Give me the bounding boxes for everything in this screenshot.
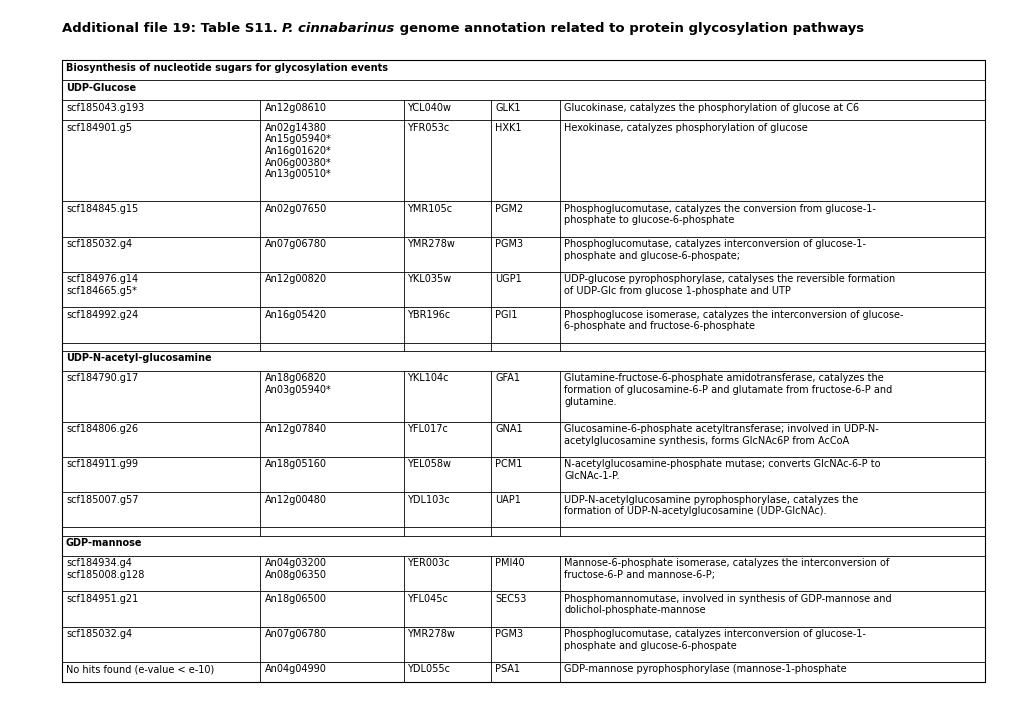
Text: P. cinnabarinus: P. cinnabarinus [282,22,394,35]
Text: scf184951.g21: scf184951.g21 [66,594,139,604]
Text: scf185043.g193: scf185043.g193 [66,103,144,113]
Text: YCL040w: YCL040w [408,103,451,113]
Text: YEL058w: YEL058w [408,459,451,469]
Text: UDP-glucose pyrophosphorylase, catalyses the reversible formation
of UDP-Glc fro: UDP-glucose pyrophosphorylase, catalyses… [564,274,895,296]
Text: UGP1: UGP1 [494,274,522,284]
Text: genome annotation related to protein glycosylation pathways: genome annotation related to protein gly… [394,22,863,35]
Text: scf184806.g26: scf184806.g26 [66,424,138,434]
Text: YKL104c: YKL104c [408,374,448,384]
Text: SEC53: SEC53 [494,594,526,604]
Text: GLK1: GLK1 [494,103,520,113]
Text: scf184901.g5: scf184901.g5 [66,123,131,132]
Text: An18g06500: An18g06500 [264,594,326,604]
Text: GNA1: GNA1 [494,424,523,434]
Text: scf184911.g99: scf184911.g99 [66,459,138,469]
Text: Additional file 19: Table S11.: Additional file 19: Table S11. [62,22,282,35]
Text: YDL055c: YDL055c [408,665,450,675]
Text: Phosphoglucomutase, catalyzes interconversion of glucose-1-
phosphate and glucos: Phosphoglucomutase, catalyzes interconve… [564,629,865,651]
Text: PGM3: PGM3 [494,239,523,249]
Text: PGM3: PGM3 [494,629,523,639]
Text: An18g05160: An18g05160 [264,459,326,469]
Text: PGM2: PGM2 [494,204,523,214]
Text: An12g00820: An12g00820 [264,274,326,284]
Text: UDP-N-acetyl-glucosamine: UDP-N-acetyl-glucosamine [66,354,211,364]
Text: YBR196c: YBR196c [408,310,450,320]
Text: YMR278w: YMR278w [408,239,454,249]
Text: GDP-mannose: GDP-mannose [66,539,143,549]
Text: Glucosamine-6-phosphate acetyltransferase; involved in UDP-N-
acetylglucosamine : Glucosamine-6-phosphate acetyltransferas… [564,424,878,446]
Text: scf185032.g4: scf185032.g4 [66,239,132,249]
Text: An02g14380
An15g05940*
An16g01620*
An06g00380*
An13g00510*: An02g14380 An15g05940* An16g01620* An06g… [264,123,331,179]
Text: PGI1: PGI1 [494,310,518,320]
Text: PCM1: PCM1 [494,459,522,469]
Text: YMR278w: YMR278w [408,629,454,639]
Text: No hits found (e-value < e-10): No hits found (e-value < e-10) [66,665,214,675]
Text: An12g00480: An12g00480 [264,495,326,505]
Text: UDP-N-acetylglucosamine pyrophosphorylase, catalyzes the
formation of UDP-N-acet: UDP-N-acetylglucosamine pyrophosphorylas… [564,495,858,516]
Text: YMR105c: YMR105c [408,204,452,214]
Text: An07g06780: An07g06780 [264,239,326,249]
Text: scf184934.g4
scf185008.g128: scf184934.g4 scf185008.g128 [66,559,145,580]
Text: Phosphoglucose isomerase, catalyzes the interconversion of glucose-
6-phosphate : Phosphoglucose isomerase, catalyzes the … [564,310,903,331]
Text: scf185032.g4: scf185032.g4 [66,629,132,639]
Text: An02g07650: An02g07650 [264,204,326,214]
Text: An04g04990: An04g04990 [264,665,326,675]
Text: YFL017c: YFL017c [408,424,448,434]
Text: Phosphoglucomutase, catalyzes the conversion from glucose-1-
phosphate to glucos: Phosphoglucomutase, catalyzes the conver… [564,204,875,225]
Text: Biosynthesis of nucleotide sugars for glycosylation events: Biosynthesis of nucleotide sugars for gl… [66,63,387,73]
Text: An07g06780: An07g06780 [264,629,326,639]
Text: YFL045c: YFL045c [408,594,448,604]
Text: PSA1: PSA1 [494,665,520,675]
Text: YER003c: YER003c [408,559,449,569]
Text: scf184992.g24: scf184992.g24 [66,310,139,320]
Text: Glutamine-fructose-6-phosphate amidotransferase, catalyzes the
formation of gluc: Glutamine-fructose-6-phosphate amidotran… [564,374,892,407]
Text: YFR053c: YFR053c [408,123,449,132]
Text: Mannose-6-phosphate isomerase, catalyzes the interconversion of
fructose-6-P and: Mannose-6-phosphate isomerase, catalyzes… [564,559,889,580]
Text: HXK1: HXK1 [494,123,521,132]
Text: GFA1: GFA1 [494,374,520,384]
Text: YKL035w: YKL035w [408,274,451,284]
Text: UAP1: UAP1 [494,495,521,505]
Text: An16g05420: An16g05420 [264,310,326,320]
Text: UDP-Glucose: UDP-Glucose [66,83,136,93]
Text: An12g08610: An12g08610 [264,103,326,113]
Text: An04g03200
An08g06350: An04g03200 An08g06350 [264,559,326,580]
Text: scf184976.g14
scf184665.g5*: scf184976.g14 scf184665.g5* [66,274,138,296]
Text: PMI40: PMI40 [494,559,525,569]
Text: GDP-mannose pyrophosphorylase (mannose-1-phosphate: GDP-mannose pyrophosphorylase (mannose-1… [564,665,846,675]
Text: scf184790.g17: scf184790.g17 [66,374,139,384]
Text: Hexokinase, catalyzes phosphorylation of glucose: Hexokinase, catalyzes phosphorylation of… [564,123,807,132]
Text: scf185007.g57: scf185007.g57 [66,495,139,505]
Text: YDL103c: YDL103c [408,495,449,505]
Text: Phosphoglucomutase, catalyzes interconversion of glucose-1-
phosphate and glucos: Phosphoglucomutase, catalyzes interconve… [564,239,865,261]
Text: An12g07840: An12g07840 [264,424,326,434]
Text: scf184845.g15: scf184845.g15 [66,204,139,214]
Text: N-acetylglucosamine-phosphate mutase; converts GlcNAc-6-P to
GlcNAc-1-P.: N-acetylglucosamine-phosphate mutase; co… [564,459,880,481]
Text: Phosphomannomutase, involved in synthesis of GDP-mannose and
dolichol-phosphate-: Phosphomannomutase, involved in synthesi… [564,594,892,616]
Text: An18g06820
An03g05940*: An18g06820 An03g05940* [264,374,331,395]
Text: Glucokinase, catalyzes the phosphorylation of glucose at C6: Glucokinase, catalyzes the phosphorylati… [564,103,859,113]
